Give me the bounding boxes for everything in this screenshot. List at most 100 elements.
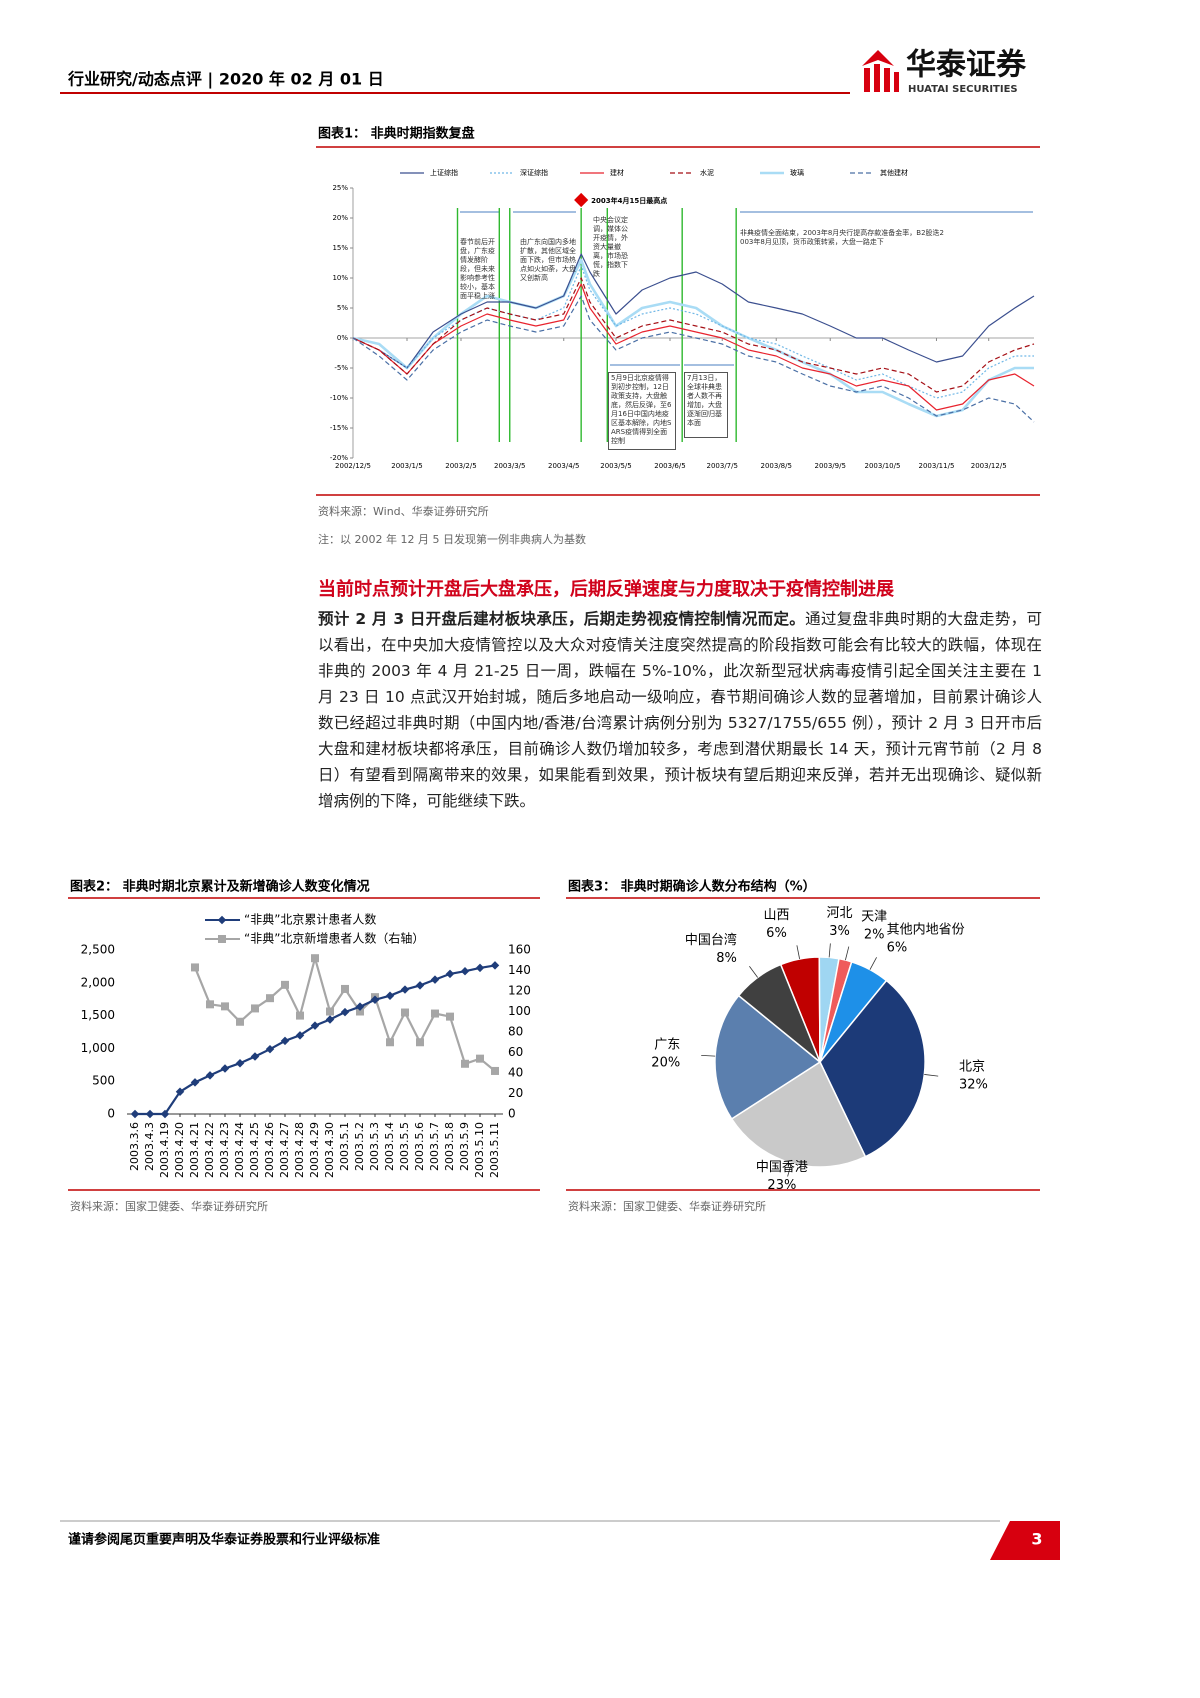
- x-tick-label: 2003.4.25: [248, 1122, 261, 1178]
- x-tick-label: 2003/10/5: [865, 462, 901, 470]
- annotation: 由广东向国内多地扩散，其他区域全面下跌，但市场热点如火如荼，大盘又创新高: [520, 238, 576, 282]
- section-heading: 当前时点预计开盘后大盘承压，后期反弹速度与力度取决于疫情控制进展: [318, 578, 895, 600]
- y2-tick-label: 160: [508, 943, 531, 957]
- y-tick-label: 0%: [337, 334, 348, 342]
- point-marker: [281, 980, 289, 989]
- point-marker: [341, 984, 349, 993]
- y-tick-label: 1,000: [81, 1041, 115, 1055]
- slice-value: 3%: [829, 924, 850, 939]
- annotation: 5月9日北京疫情得到初步控制，12日政策支持，大盘触底，然后反弹，至6月16日中…: [608, 372, 676, 450]
- annotation-box: 由广东向国内多地扩散，其他区域全面下跌，但市场热点如火如荼，大盘又创新高: [520, 238, 576, 282]
- x-tick-label: 2003/2/5: [445, 462, 476, 470]
- slice-value: 2%: [864, 928, 885, 943]
- y2-tick-label: 100: [508, 1004, 531, 1018]
- point-marker: [355, 1002, 365, 1011]
- series-line: [135, 964, 496, 1116]
- legend-marker: [217, 915, 227, 925]
- pie-slice: [737, 963, 821, 1063]
- x-tick-label: 2003/9/5: [814, 462, 845, 470]
- annotation: 非典疫情全面结束，2003年8月央行提高存款准备金率，B2股迭2003年8月见顶…: [740, 229, 944, 246]
- point-marker: [356, 1007, 364, 1016]
- point-marker: [446, 1012, 454, 1021]
- x-tick-label: 2003/3/5: [494, 462, 525, 470]
- point-marker: [431, 1009, 439, 1018]
- page-number: 3: [1031, 1530, 1042, 1549]
- point-marker: [221, 1002, 229, 1011]
- series-line: [352, 283, 1035, 411]
- figure-source: 资料来源：国家卫健委、华泰证券研究所: [568, 1199, 766, 1213]
- point-marker: [250, 1052, 260, 1061]
- point-marker: [326, 1007, 334, 1016]
- figure-title: 图表3： 非典时期确诊人数分布结构（%）: [568, 879, 816, 895]
- y2-tick-label: 120: [508, 984, 531, 998]
- annotation-arrows: [460, 211, 1033, 366]
- point-marker: [461, 1059, 469, 1068]
- figure-source: 资料来源：国家卫健委、华泰证券研究所: [70, 1199, 268, 1213]
- leader-line: [828, 943, 831, 958]
- leader-line: [796, 945, 800, 960]
- x-tick-label: 2003/6/5: [654, 462, 685, 470]
- x-tick-label: 2003.5.7: [428, 1122, 441, 1171]
- y-tick-label: 25%: [332, 184, 348, 192]
- x-tick-label: 2003.5.10: [473, 1122, 486, 1178]
- footer-disclaimer: 谨请参阅尾页重要声明及华泰证券股票和行业评级标准: [68, 1532, 380, 1548]
- figure-note: 注：以 2002 年 12 月 5 日发现第一例非典病人为基数: [318, 532, 586, 546]
- slice-label: 中国台湾: [685, 932, 737, 948]
- x-tick-label: 2003/8/5: [761, 462, 792, 470]
- point-marker: [220, 1064, 230, 1073]
- figure-source: 资料来源：Wind、华泰证券研究所: [318, 504, 489, 518]
- point-marker: [491, 1066, 499, 1075]
- y2-tick-label: 40: [508, 1066, 523, 1080]
- figure-title: 图表1： 非典时期指数复盘: [318, 126, 475, 142]
- y-tick-label: 10%: [332, 274, 348, 282]
- point-marker: [401, 1008, 409, 1017]
- annotation-box: 春节前后开盘，广东疫情发酵阶段，但未来影响参考性较小，基本面平稳上涨: [460, 238, 495, 300]
- legend-label: 其他建材: [880, 168, 908, 177]
- legend-marker: [218, 935, 226, 943]
- series-line: [352, 258, 1034, 418]
- leader-line: [845, 946, 850, 961]
- y-tick-label: 1,500: [81, 1008, 115, 1022]
- y-tick-label: 2,500: [81, 943, 115, 957]
- x-tick-label: 2003/12/5: [971, 462, 1007, 470]
- x-tick-label: 2002/12/5: [335, 462, 371, 470]
- footer-tab: [990, 1521, 1060, 1560]
- logo-english: HUATAI SECURITIES: [908, 84, 1018, 95]
- y-tick-label: 5%: [337, 304, 348, 312]
- point-marker: [206, 1000, 214, 1009]
- series-line: [352, 277, 1035, 393]
- x-tick-label: 2003.5.3: [368, 1122, 381, 1171]
- slice-label: 中国香港: [756, 1160, 808, 1175]
- x-tick-label: 2003.5.6: [413, 1122, 426, 1171]
- annotation: 春节前后开盘，广东疫情发酵阶段，但未来影响参考性较小，基本面平稳上涨: [460, 238, 495, 300]
- x-tick-label: 2003.4.23: [218, 1122, 231, 1178]
- x-tick-label: 2003/11/5: [919, 462, 955, 470]
- x-tick-label: 2003.4.27: [278, 1122, 291, 1178]
- y2-tick-label: 80: [508, 1025, 523, 1039]
- x-tick-label: 2003.4.28: [293, 1122, 306, 1178]
- slice-label: 天津: [861, 910, 887, 925]
- peak-label: 2003年4月15日最高点: [591, 196, 667, 205]
- series-line: [352, 253, 1035, 369]
- y-tick-label: 500: [92, 1074, 115, 1088]
- x-tick-label: 2003.5.5: [398, 1122, 411, 1171]
- point-marker: [476, 1054, 484, 1063]
- point-marker: [236, 1017, 244, 1026]
- point-marker: [235, 1058, 245, 1068]
- peak-marker: [574, 192, 589, 208]
- y2-tick-label: 0: [508, 1107, 516, 1121]
- point-marker: [416, 1038, 424, 1047]
- point-marker: [295, 1031, 305, 1040]
- annotation: 7月13日，全球非典患者人数不再增加，大盘逐渐回归基本面: [684, 372, 728, 438]
- point-marker: [415, 981, 425, 990]
- point-marker: [400, 985, 410, 994]
- x-tick-label: 2003/7/5: [707, 462, 738, 470]
- paragraph-text: 通过复盘非典时期的大盘走势，可以看出，在中央加大疫情管控以及大众对疫情关注度突然…: [318, 610, 1042, 810]
- slice-value: 20%: [651, 1056, 680, 1071]
- x-tick-label: 2003.5.8: [443, 1122, 456, 1171]
- x-tick-label: 2003/4/5: [548, 462, 579, 470]
- figure-title: 图表2： 非典时期北京累计及新增确诊人数变化情况: [70, 879, 370, 895]
- y-tick-label: 15%: [332, 244, 348, 252]
- point-marker: [340, 1007, 350, 1017]
